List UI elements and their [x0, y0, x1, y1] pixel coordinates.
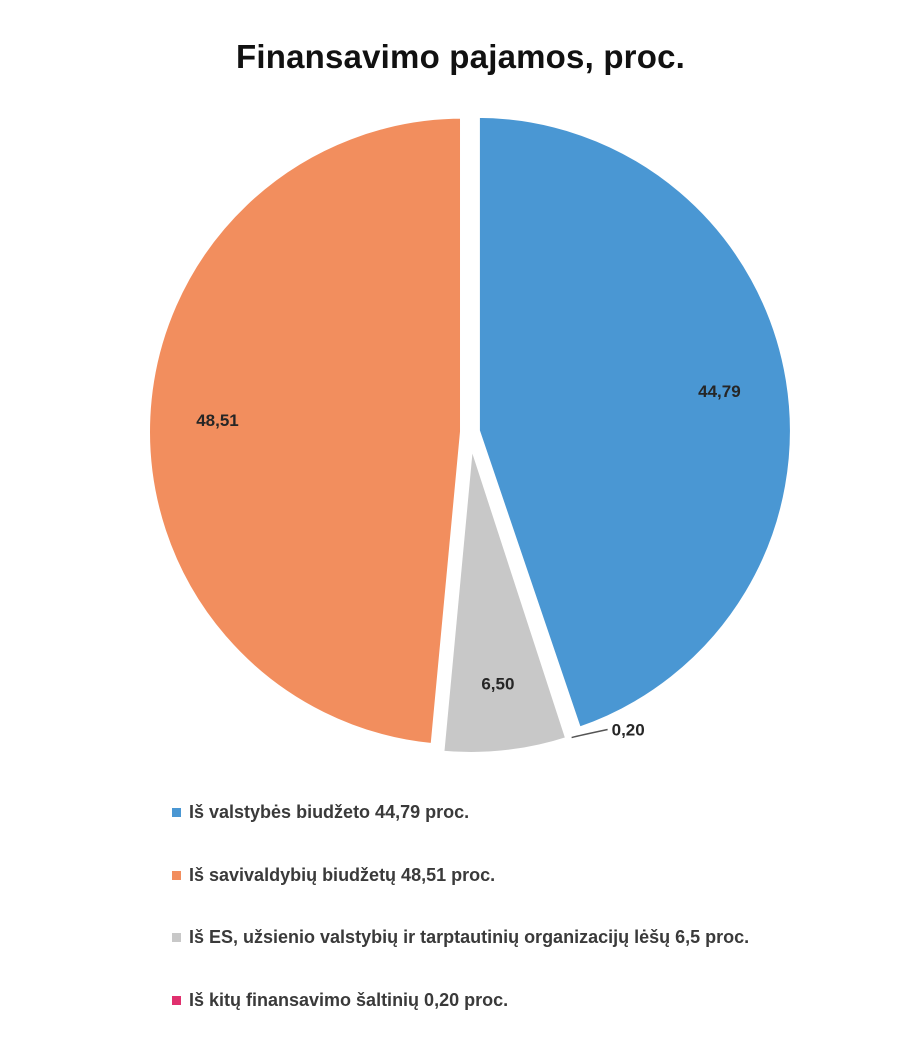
- pie-chart: 44,79 0,20 6,50 48,51: [143, 111, 796, 758]
- chart-title: Finansavimo pajamos, proc.: [236, 38, 685, 75]
- legend-item-municipal-budgets: Iš savivaldybių biudžetų 48,51 proc.: [172, 859, 892, 892]
- data-label-other-sources: 0,20: [612, 721, 645, 740]
- legend-swatch-eu-foreign-funds: [172, 933, 181, 942]
- slice-municipal-budgets: [143, 112, 467, 750]
- pie-slices: [143, 111, 796, 758]
- legend-item-eu-foreign-funds: Iš ES, užsienio valstybių ir tarptautini…: [172, 921, 892, 954]
- slice-eu-foreign-funds: [437, 438, 573, 758]
- chart-legend: Iš valstybės biudžeto 44,79 proc. Iš sav…: [172, 796, 892, 1046]
- data-label-eu-foreign-funds: 6,50: [481, 674, 514, 693]
- pie-data-labels: 44,79 0,20 6,50 48,51: [196, 382, 740, 740]
- slice-state-budget: [473, 111, 796, 734]
- legend-swatch-municipal-budgets: [172, 870, 181, 880]
- legend-label-municipal-budgets: Iš savivaldybių biudžetų 48,51 proc.: [189, 864, 496, 885]
- data-label-state-budget: 44,79: [698, 382, 741, 401]
- legend-label-other-sources: Iš kitų finansavimo šaltinių 0,20 proc.: [189, 989, 509, 1010]
- legend-swatch-state-budget: [172, 808, 181, 817]
- data-label-municipal-budgets: 48,51: [196, 411, 239, 430]
- legend-item-other-sources: Iš kitų finansavimo šaltinių 0,20 proc.: [172, 984, 892, 1017]
- leader-line-other-sources: [571, 728, 608, 739]
- legend-swatch-other-sources: [172, 995, 181, 1005]
- legend-item-state-budget: Iš valstybės biudžeto 44,79 proc.: [172, 796, 892, 829]
- legend-label-eu-foreign-funds: Iš ES, užsienio valstybių ir tarptautini…: [189, 927, 750, 947]
- legend-label-state-budget: Iš valstybės biudžeto 44,79 proc.: [189, 802, 470, 822]
